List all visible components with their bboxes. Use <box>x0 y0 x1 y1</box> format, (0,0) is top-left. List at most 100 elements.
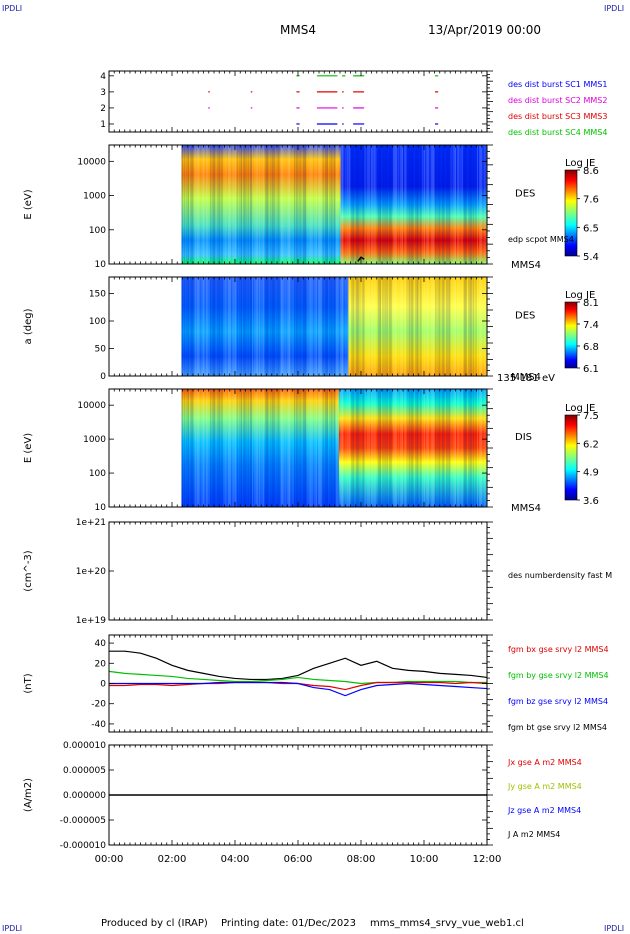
spectrogram-streak <box>221 277 223 376</box>
legend-entry: fgm by gse srvy l2 MMS4 <box>508 671 609 680</box>
spectrogram-streak <box>388 389 392 507</box>
spectrogram-streak <box>307 145 310 264</box>
spectrogram-streak <box>324 277 328 376</box>
spectrogram-streak <box>362 389 365 507</box>
spectrogram-streak <box>203 145 205 264</box>
footer-filename: mms_mms4_srvy_vue_web1.cl <box>370 918 524 929</box>
spectrogram-streak <box>340 145 343 264</box>
spectrogram-streak <box>278 145 280 264</box>
spectrogram-streak <box>260 389 264 507</box>
legend-entry: des numberdensity fast M <box>508 571 612 580</box>
spectrogram-streak <box>432 277 435 376</box>
spectrogram-streak <box>322 389 325 507</box>
spectrogram-streak <box>417 277 419 376</box>
fgm-series-line <box>109 650 488 681</box>
spectrogram-streak <box>298 277 301 376</box>
spectrogram-streak <box>357 277 360 376</box>
spectrogram-streak <box>443 145 446 264</box>
spectrogram-streak <box>406 389 408 507</box>
spectrogram-streak <box>474 145 478 264</box>
spectrogram-streak <box>212 389 215 507</box>
legend-entry: Jx gse A m2 MMS4 <box>507 758 582 767</box>
y-tick-label: 10000 <box>77 401 106 411</box>
spectrogram-streak <box>446 389 448 507</box>
spectrogram-streak <box>446 277 448 376</box>
spectrogram-streak <box>388 277 392 376</box>
spectrogram-streak <box>207 389 210 507</box>
spectrogram-streak <box>205 145 208 264</box>
spectrogram-streak <box>342 145 344 264</box>
y-tick-label: 0 <box>100 680 106 690</box>
spectrogram-streak <box>240 277 243 376</box>
spectrogram-streak <box>333 389 336 507</box>
x-tick-label: 06:00 <box>284 854 313 865</box>
x-tick-label: 02:00 <box>158 854 187 865</box>
spectrogram-streak <box>309 145 312 264</box>
spectrogram-streak <box>353 389 355 507</box>
spectrogram-streak <box>315 389 318 507</box>
spectrogram-streak <box>437 145 440 264</box>
spectrogram-streak <box>258 389 261 507</box>
colorbar <box>564 414 578 501</box>
spectrogram-streak <box>338 277 340 376</box>
spectrogram-streak <box>258 277 261 376</box>
spectrogram-streak <box>289 389 291 507</box>
colorbar-tick-label: 7.5 <box>583 411 599 422</box>
spectrogram-streak <box>419 277 422 376</box>
spectrogram-streak <box>472 389 475 507</box>
spectrogram-streak <box>346 145 349 264</box>
spectrogram-streak <box>382 389 385 507</box>
fgm-series-line <box>109 681 488 697</box>
spectrogram-streak <box>331 277 333 376</box>
spectrogram-streak <box>346 389 349 507</box>
spectrogram-streak <box>344 277 347 376</box>
spectrogram-streak <box>229 277 232 376</box>
spectrogram-streak <box>419 389 422 507</box>
spacecraft-title: MMS4 <box>280 23 316 37</box>
spectrogram-streak <box>331 145 333 264</box>
spectrogram-streak <box>331 389 333 507</box>
y-tick-label: 10000 <box>77 157 106 167</box>
spectrogram-streak <box>393 277 396 376</box>
spectrogram-streak <box>289 277 291 376</box>
spectrogram-streak <box>450 389 452 507</box>
spectrogram-streak <box>256 389 258 507</box>
spectrogram-streak <box>366 389 370 507</box>
spectrogram-streak <box>346 277 349 376</box>
spectrogram-streak <box>302 389 306 507</box>
spectrogram-streak <box>474 277 478 376</box>
spectrogram-streak <box>304 145 307 264</box>
spectrogram-streak <box>457 389 460 507</box>
spectrogram-streak <box>360 389 362 507</box>
spectrogram-streak <box>446 145 448 264</box>
spectrogram-streak <box>190 389 193 507</box>
spectrogram-streak <box>256 277 258 376</box>
colorbar <box>564 169 578 257</box>
spectrogram-streak <box>304 389 307 507</box>
spectrogram-streak <box>276 389 279 507</box>
spectrogram-streak <box>441 145 445 264</box>
spectrogram-streak <box>459 277 462 376</box>
spectrogram-streak <box>465 389 467 507</box>
spectrogram-streak <box>293 145 296 264</box>
spectrogram-streak <box>461 145 463 264</box>
spectrogram-streak <box>408 389 411 507</box>
spectrogram-streak <box>351 277 354 376</box>
x-tick-label: 04:00 <box>221 854 250 865</box>
spectrogram-streak <box>390 389 392 507</box>
spectrogram-streak <box>221 389 223 507</box>
spectrogram-streak <box>236 277 238 376</box>
spectrogram-streak <box>181 389 184 507</box>
spectrogram-streak <box>448 277 451 376</box>
spectrogram-streak <box>318 389 321 507</box>
spectrogram-streak <box>395 389 397 507</box>
y-axis-label: E (eV) <box>23 189 34 219</box>
spectrogram-streak <box>289 145 291 264</box>
spectrogram-streak <box>428 145 430 264</box>
spectrogram-streak <box>326 389 328 507</box>
spectrogram-streak <box>454 389 456 507</box>
y-tick-label: 0.000005 <box>63 766 106 776</box>
y-axis-label: (A/m2) <box>23 778 34 812</box>
spectrogram-streak <box>234 145 237 264</box>
spectrogram-streak <box>225 145 227 264</box>
